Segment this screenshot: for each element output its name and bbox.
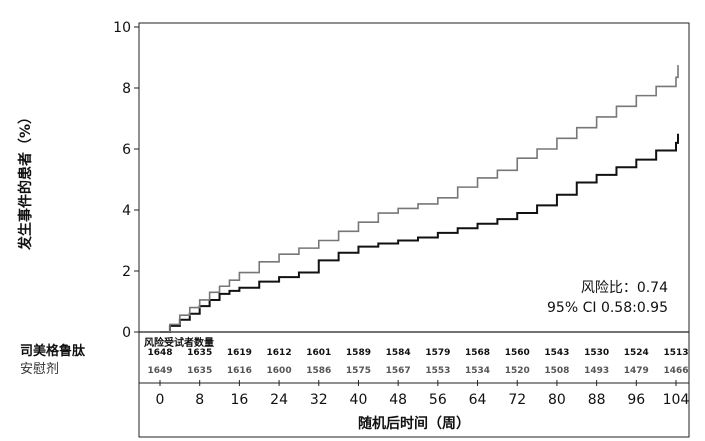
risk-value-semaglutide: 1648 xyxy=(147,348,172,358)
semaglutide-series-line xyxy=(160,133,679,333)
x-tick-label: 72 xyxy=(508,392,526,408)
risk-group-label-semaglutide: 司美格鲁肽 xyxy=(20,343,86,359)
y-tick-label: 4 xyxy=(122,203,131,219)
x-ticks: 0 8 16 24 32 40 48 56 64 72 80 88 96 104 xyxy=(139,380,689,408)
risk-value-semaglutide: 1543 xyxy=(544,348,569,358)
x-tick-label: 64 xyxy=(469,392,487,408)
x-tick-label: 0 xyxy=(156,392,165,408)
x-tick-label: 80 xyxy=(548,392,566,408)
plot-frame xyxy=(138,22,690,438)
x-tick-label: 24 xyxy=(270,392,288,408)
risk-value-placebo: 1493 xyxy=(584,366,609,376)
y-tick-label: 0 xyxy=(122,325,131,341)
y-axis-label: 发生事件的患者（%） xyxy=(17,110,34,251)
risk-value-semaglutide: 1619 xyxy=(227,348,252,358)
risk-value-placebo: 1600 xyxy=(267,366,292,376)
risk-value-semaglutide: 1601 xyxy=(306,348,331,358)
x-tick-label: 32 xyxy=(310,392,328,408)
y-tick-label: 6 xyxy=(122,142,131,158)
risk-value-semaglutide: 1524 xyxy=(624,348,649,358)
risk-value-placebo: 1567 xyxy=(386,366,411,376)
risk-value-semaglutide: 1612 xyxy=(267,348,292,358)
risk-table-title: 风险受试者数量 xyxy=(144,336,214,349)
placebo-series-line xyxy=(160,65,679,333)
x-tick-label: 56 xyxy=(429,392,447,408)
risk-value-placebo: 1616 xyxy=(227,366,252,376)
risk-value-placebo: 1553 xyxy=(425,366,450,376)
risk-value-semaglutide: 1584 xyxy=(386,348,411,358)
y-tick-label: 2 xyxy=(122,264,131,280)
risk-table-values: 1648 1635 1619 1612 1601 1589 1584 1579 1568 1560… xyxy=(147,348,688,376)
risk-value-semaglutide: 1530 xyxy=(584,348,609,358)
risk-value-placebo: 1466 xyxy=(663,366,688,376)
x-tick-label: 40 xyxy=(350,392,368,408)
risk-value-placebo: 1586 xyxy=(306,366,331,376)
risk-value-placebo: 1635 xyxy=(187,366,212,376)
risk-value-semaglutide: 1513 xyxy=(663,348,688,358)
risk-value-placebo: 1649 xyxy=(147,366,172,376)
y-ticks: 0 2 4 6 8 10 xyxy=(113,20,139,341)
x-tick-label: 104 xyxy=(663,392,690,408)
x-tick-label: 8 xyxy=(195,392,204,408)
risk-value-placebo: 1520 xyxy=(505,366,530,376)
risk-value-placebo: 1575 xyxy=(346,366,371,376)
risk-value-semaglutide: 1635 xyxy=(187,348,212,358)
risk-value-semaglutide: 1579 xyxy=(425,348,450,358)
risk-value-semaglutide: 1568 xyxy=(465,348,490,358)
x-axis-label: 随机后时间（周） xyxy=(358,415,470,432)
confidence-interval-label: 95% CI 0.58:0.95 xyxy=(547,300,668,316)
x-tick-label: 96 xyxy=(627,392,645,408)
y-tick-label: 10 xyxy=(113,20,131,36)
risk-value-semaglutide: 1560 xyxy=(505,348,530,358)
risk-value-placebo: 1479 xyxy=(624,366,649,376)
y-tick-label: 8 xyxy=(122,81,131,97)
x-tick-label: 88 xyxy=(588,392,606,408)
series-lines xyxy=(160,65,679,333)
risk-group-label-placebo: 安慰剂 xyxy=(20,362,59,377)
risk-value-placebo: 1508 xyxy=(544,366,569,376)
risk-value-placebo: 1534 xyxy=(465,366,490,376)
risk-value-semaglutide: 1589 xyxy=(346,348,371,358)
hazard-ratio-label: 风险比：0.74 xyxy=(581,280,668,296)
x-tick-label: 48 xyxy=(389,392,407,408)
x-tick-label: 16 xyxy=(230,392,248,408)
